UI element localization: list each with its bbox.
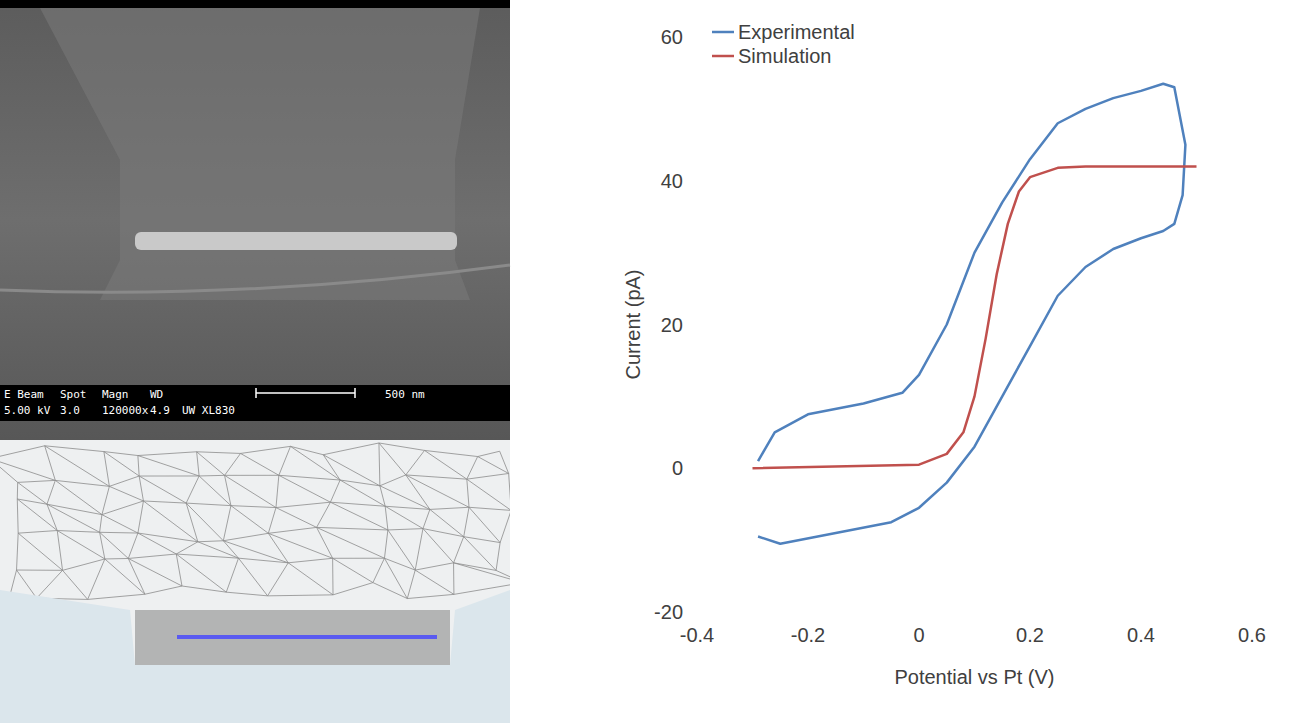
x-tick-label: 0 [913,624,924,646]
y-tick [693,37,697,38]
x-tick-label: 0.2 [1016,624,1044,646]
sem-value: 5.00 kV [4,404,51,417]
legend-label: Simulation [738,45,831,67]
x-tick-label: -0.2 [791,624,825,646]
sem-label: Magn [102,388,129,401]
y-tick-label: 20 [661,314,683,336]
sem-label: E Beam [4,388,44,401]
sem-electrode [135,232,457,250]
y-tick [693,324,697,325]
x-tick [1030,612,1031,616]
mesh-lines [0,443,523,599]
sem-info-bar [0,385,510,421]
sem-value: 120000x [102,404,149,417]
legend-swatch [712,31,734,34]
sem-image: E Beam Spot Magn WD 5.00 kV 3.0 120000x4.9 UW X… [0,0,510,440]
x-tick [919,612,920,616]
x-tick [1141,612,1142,616]
sem-channel [40,8,480,300]
sem-label: Spot [60,388,87,401]
figure: E Beam Spot Magn WD 5.00 kV 3.0 120000x4.9 UW X… [0,0,1289,723]
y-tick [693,468,697,469]
x-tick-label: 0.6 [1238,624,1266,646]
series-line [753,166,1197,468]
x-tick [697,612,698,616]
sem-label: WD [150,388,163,401]
sem-background [0,0,510,440]
series-line [758,84,1185,544]
x-axis-title: Potential vs Pt (V) [894,666,1054,688]
chart: -0.4 -0.2 0 0.2 0.4 0.6 -20 0 20 40 60 Potential vs… [622,21,1266,688]
y-axis-title: Current (pA) [622,269,644,379]
legend-label: Experimental [738,21,855,43]
y-tick [693,180,697,181]
plot-area [753,84,1197,544]
sem-top-strip [0,0,510,8]
electrode [177,635,437,639]
x-tick [808,612,809,616]
y-tick-label: 0 [672,457,683,479]
x-tick [1252,612,1253,616]
mesh-render [0,440,523,723]
y-tick [693,612,697,613]
scale-bar [256,388,355,398]
x-tick-label: -0.4 [680,624,714,646]
sem-value: 3.0 [60,404,80,417]
mesh-fine-region [135,610,450,665]
sem-value: UW XL830 [182,404,235,417]
scale-bar-label: 500 nm [385,388,425,401]
legend-swatch [712,55,734,58]
sem-edge [0,265,510,292]
y-tick-label: -20 [654,601,683,623]
x-tick-label: 0.4 [1127,624,1155,646]
y-tick-label: 60 [661,26,683,48]
legend: ExperimentalSimulation [712,21,855,67]
y-tick-label: 40 [661,170,683,192]
mesh-domain [0,440,510,665]
sem-value: 4.9 [150,404,170,417]
